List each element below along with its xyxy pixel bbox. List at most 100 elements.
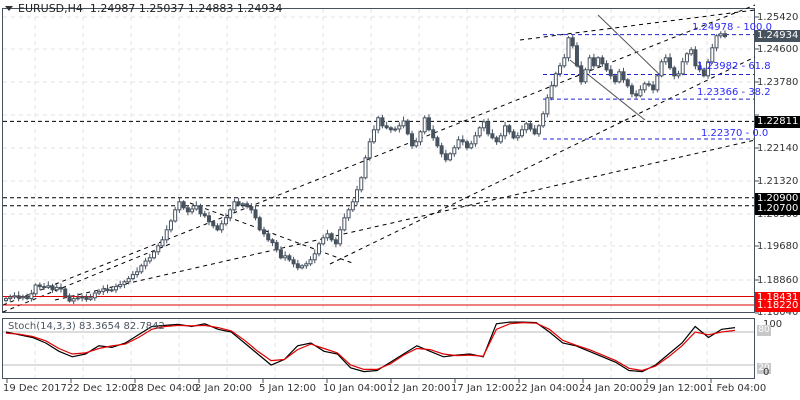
candle-body (118, 284, 123, 288)
candlesticks (4, 30, 727, 305)
candle-body (278, 249, 283, 259)
trendline (329, 56, 756, 265)
candle-body (135, 271, 140, 276)
candle-body (338, 229, 343, 245)
candle-body (8, 296, 13, 300)
candle-body (642, 83, 647, 91)
candle-body (405, 120, 410, 135)
horizontal-levels (3, 120, 754, 306)
candle-body (257, 217, 262, 231)
candle-body (418, 131, 423, 143)
candle-body (355, 189, 360, 203)
candle-body (380, 117, 385, 127)
candle-body (634, 93, 639, 97)
candle-body (139, 265, 144, 273)
candle-body (249, 206, 254, 211)
candle-body (92, 292, 97, 299)
candle-body (20, 296, 25, 299)
candle-body (156, 245, 161, 253)
candle-body (363, 157, 368, 179)
candle-body (608, 69, 613, 77)
candle-body (528, 123, 533, 130)
current-price-badge: 1.24934 (755, 30, 800, 42)
candle-body (680, 61, 685, 75)
candle-body (507, 125, 512, 133)
candle-body (431, 129, 436, 139)
time-tick: 24 Jan 20:00 (579, 383, 643, 394)
candle-body (160, 239, 165, 247)
trendline (2, 243, 171, 313)
candle-body (101, 288, 106, 292)
candle-body (401, 120, 406, 127)
candle-body (97, 290, 102, 294)
candle-body (198, 205, 203, 215)
candle-body (701, 69, 706, 77)
candle-body (651, 84, 656, 91)
candle-body (668, 57, 673, 69)
stoch-d-line (5, 321, 736, 372)
candle-body (465, 141, 470, 149)
candle-body (253, 209, 258, 219)
candle-body (613, 75, 618, 83)
candle-body (215, 225, 220, 231)
candle-body (350, 201, 355, 211)
collapse-triangle-icon[interactable] (5, 6, 13, 11)
candle-body (473, 135, 478, 145)
candle-body (587, 57, 592, 71)
candle-body (219, 223, 224, 231)
candle-body (477, 127, 482, 137)
candle-body (697, 65, 702, 71)
candle-body (579, 65, 584, 83)
candle-body (710, 47, 715, 63)
fib-label-38-2: 1.23366 - 38.2 (697, 87, 771, 98)
stochastic-lines (5, 321, 736, 373)
candle-body (283, 255, 288, 259)
fib-label-61-8: 1.23982 - 61.8 (697, 61, 771, 72)
candle-body (397, 125, 402, 130)
fib-label-0: 1.22370 - 0.0 (701, 128, 769, 139)
candle-body (456, 139, 461, 149)
candle-body (655, 75, 660, 91)
candle-body (126, 278, 131, 283)
candle-body (460, 139, 465, 143)
candle-body (342, 217, 347, 231)
candle-body (266, 233, 271, 241)
main-plot-frame (2, 8, 755, 313)
time-tick: 2 Jan 20:00 (195, 383, 252, 394)
time-tick: 22 Jan 04:00 (515, 383, 579, 394)
candle-body (33, 284, 38, 295)
candle-body (604, 63, 609, 71)
level-badge-122811: 1.22811 (755, 116, 800, 128)
price-tick: 1.21320 (757, 176, 799, 187)
candle-body (706, 61, 711, 77)
candle-body (46, 285, 51, 288)
candle-body (443, 153, 448, 161)
time-tick: 12 Jan 20:00 (387, 383, 451, 394)
candle-body (236, 201, 241, 206)
candle-body (164, 229, 169, 241)
candle-body (545, 97, 550, 115)
candle-body (388, 127, 393, 131)
candle-body (515, 135, 520, 139)
candle-body (439, 145, 444, 155)
candle-body (490, 133, 495, 139)
candle-body (329, 233, 334, 241)
candle-body (80, 296, 85, 299)
candle-body (143, 260, 148, 267)
price-tick: 1.22140 (757, 143, 799, 154)
candle-body (663, 57, 668, 63)
candle-body (207, 215, 212, 223)
candle-body (312, 253, 317, 261)
candle-body (185, 207, 190, 213)
time-tick: 1 Feb 04:00 (707, 383, 767, 394)
candle-body (422, 117, 427, 133)
candle-body (549, 85, 554, 99)
candle-body (50, 285, 55, 291)
candle-body (105, 288, 110, 292)
candle-body (113, 286, 118, 291)
candle-body (659, 61, 664, 77)
candle-body (29, 293, 34, 300)
time-tick: 19 Dec 2017 (3, 383, 67, 394)
candle-body (566, 37, 571, 59)
